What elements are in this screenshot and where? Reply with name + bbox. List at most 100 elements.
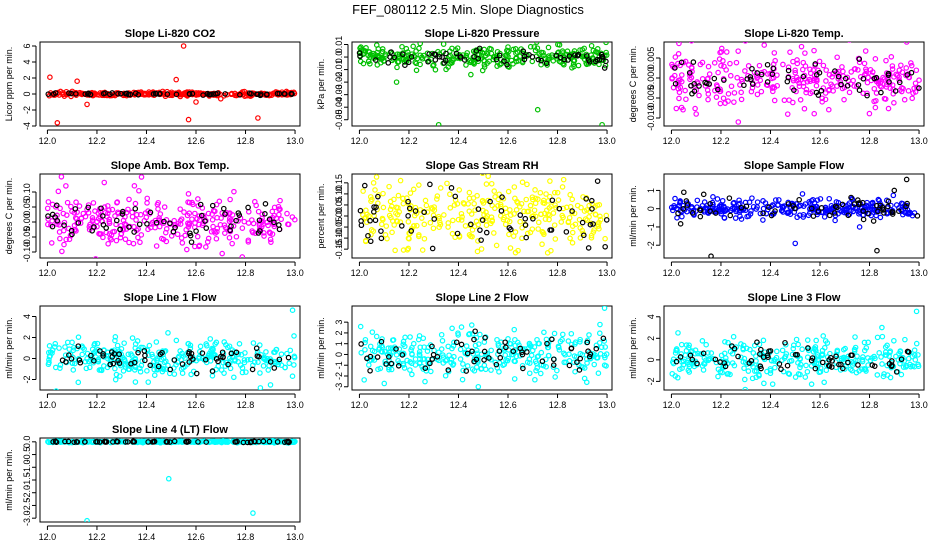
y-tick-label: 0.05 [334,196,344,214]
data-point [205,235,212,242]
data-point [768,212,775,219]
data-point [684,202,691,208]
data-point [111,351,118,357]
data-point [249,366,256,373]
data-point [230,223,237,229]
data-point [535,196,541,202]
data-point [913,308,920,315]
data-point [117,234,124,241]
data-point [444,180,450,187]
data-point [256,217,263,224]
data-point [395,192,402,199]
data-point [361,377,367,383]
data-point [362,346,368,353]
data-point [477,331,483,338]
data-point [593,345,600,352]
data-point [671,203,677,209]
data-point [209,368,216,374]
data-point [358,44,364,50]
data-point [717,359,723,365]
data-point [742,68,748,74]
data-point [885,203,891,210]
data-point [584,217,590,223]
data-point [713,94,720,100]
data-point [197,343,204,350]
data-point [544,250,551,256]
data-point [776,361,783,367]
data-point [182,232,188,239]
data-point [197,201,204,208]
data-point [772,356,778,363]
data-point [504,357,511,364]
data-point [588,42,595,49]
data-point [750,203,757,210]
data-point [60,91,66,98]
data-point [405,218,412,225]
data-point [91,224,97,230]
data-point [716,56,723,62]
data-point [803,362,809,369]
data-point [900,211,906,218]
data-point [743,345,750,352]
data-point [576,367,583,373]
data-point [80,210,87,217]
data-point [680,205,687,212]
data-point [225,439,231,445]
data-point [56,229,63,235]
data-point [790,345,797,352]
data-point [501,361,508,368]
data-point [517,212,524,218]
data-point [202,218,208,224]
data-point [915,352,921,358]
data-point [557,338,564,345]
data-point [881,95,888,102]
data-point [686,369,693,375]
data-point [800,214,807,220]
data-point [48,240,55,246]
data-point [407,334,413,340]
data-point [566,214,573,221]
data-point [222,438,228,445]
data-point [454,45,461,51]
data-point [535,353,542,359]
data-point [159,235,165,242]
data-point [790,203,797,209]
data-point [96,439,103,445]
data-point [886,360,893,367]
data-point [391,54,397,61]
data-point [409,51,415,57]
data-point [871,85,878,92]
data-point [64,199,71,206]
data-point [185,220,191,227]
data-point [284,210,290,217]
data-point [227,227,233,234]
data-point [357,207,364,214]
data-point [751,69,758,76]
data-point [760,217,766,223]
data-point [111,228,118,235]
data-point [817,196,824,202]
data-point [486,58,492,65]
data-point [506,218,513,225]
data-point [520,48,527,55]
data-point [907,363,914,370]
data-point [449,45,455,52]
data-point [263,349,269,355]
data-point [505,188,512,195]
data-point [764,368,770,375]
x-tick-label: 12.0 [39,268,57,278]
data-point [838,81,844,88]
data-point [416,352,423,359]
data-point [905,210,912,216]
data-point [112,365,118,372]
data-point [84,517,90,522]
data-point [92,208,98,214]
data-point [774,348,780,355]
data-point [405,198,411,205]
data-point [407,190,414,196]
data-point [745,368,752,374]
y-tick-label: -0.010 [646,105,656,131]
data-point [798,43,805,50]
data-point [114,199,120,206]
data-point [114,342,121,349]
